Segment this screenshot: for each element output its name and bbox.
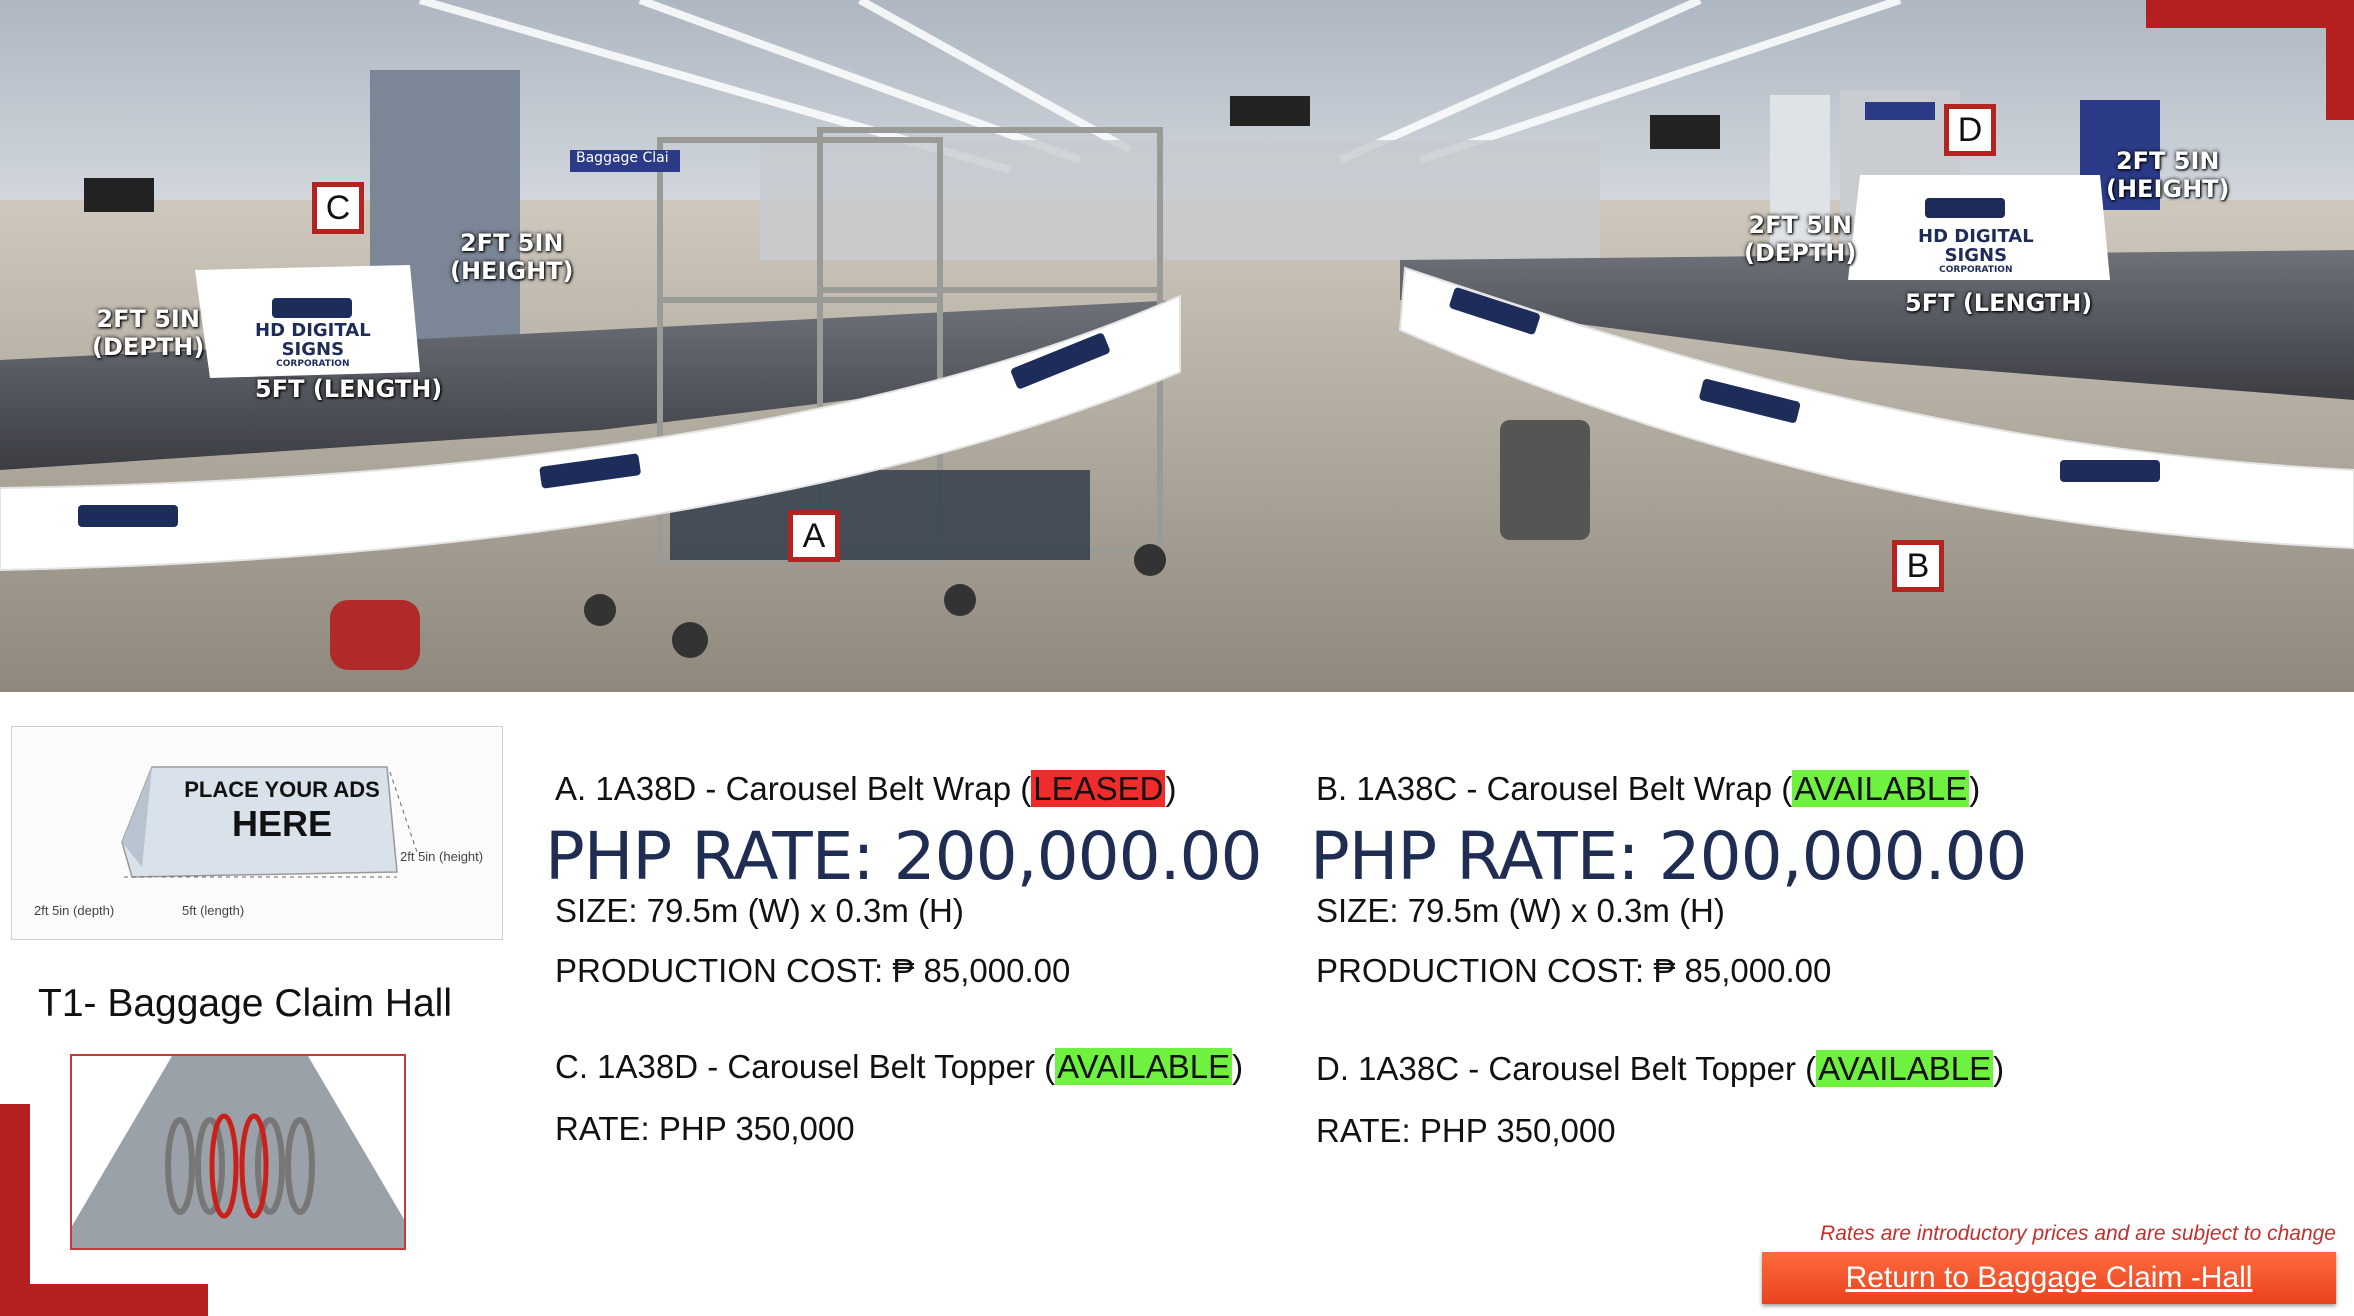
left-depth-label: 2FT 5IN (DEPTH) (92, 305, 205, 361)
topper-diagram-shape (121, 766, 418, 878)
left-height-label: 2FT 5IN (HEIGHT) (450, 229, 574, 285)
baggage-sign: Baggage Clai (576, 150, 669, 166)
hall-map-shape (72, 1056, 404, 1248)
diagram-line1: PLACE YOUR ADS (184, 777, 380, 802)
diagram-length-label: 5ft (length) (182, 903, 245, 918)
diagram-depth-label: 2ft 5in (depth) (34, 903, 115, 918)
corner-accent-bottom (30, 1284, 208, 1316)
hall-map (70, 1054, 406, 1250)
marker-a: A (788, 510, 840, 562)
right-depth-label: 2FT 5IN (DEPTH) (1744, 211, 1857, 267)
item-c-status: AVAILABLE (1055, 1048, 1233, 1085)
return-to-baggage-claim-button[interactable]: Return to Baggage Claim -Hall (1762, 1252, 2336, 1304)
topper-diagram: PLACE YOUR ADS HERE 2ft 5in (height) 2ft… (11, 726, 503, 940)
diagram-height-label: 2ft 5in (height) (400, 849, 484, 864)
item-b-production: PRODUCTION COST: ₱ 85,000.00 (1316, 952, 1832, 989)
item-d-status: AVAILABLE (1816, 1050, 1994, 1087)
item-a-production: PRODUCTION COST: ₱ 85,000.00 (555, 952, 1071, 989)
hero-photo (0, 0, 2354, 692)
topper-brand-right: HD DIGITAL SIGNS CORPORATION (1918, 226, 2034, 275)
corner-accent-right (2326, 0, 2354, 120)
topper-brand-left: HD DIGITAL SIGNS CORPORATION (255, 320, 371, 369)
left-length-label: 5FT (LENGTH) (255, 375, 443, 403)
item-b-status: AVAILABLE (1792, 770, 1970, 807)
corner-accent-top (2146, 0, 2354, 28)
marker-d: D (1944, 104, 1996, 156)
item-d-title: D. 1A38C - Carousel Belt Topper (AVAILAB… (1316, 1050, 2005, 1087)
marker-b: B (1892, 540, 1944, 592)
item-d-rate: RATE: PHP 350,000 (1316, 1112, 1616, 1149)
right-height-label: 2FT 5IN (HEIGHT) (2106, 147, 2230, 203)
marker-c: C (312, 182, 364, 234)
baggage-hall-illustration (0, 0, 2354, 692)
right-length-label: 5FT (LENGTH) (1905, 289, 2093, 317)
item-a-status: LEASED (1031, 770, 1166, 807)
rates-disclaimer: Rates are introductory prices and are su… (1820, 1222, 2336, 1245)
item-a-rate: PHP RATE: 200,000.00 (545, 818, 1263, 895)
corner-accent-left (0, 1104, 30, 1316)
item-c-title: C. 1A38D - Carousel Belt Topper (AVAILAB… (555, 1048, 1244, 1085)
location-title: T1- Baggage Claim Hall (38, 982, 453, 1025)
diagram-line2: HERE (231, 803, 333, 844)
item-b-size: SIZE: 79.5m (W) x 0.3m (H) (1316, 892, 1725, 929)
item-a-size: SIZE: 79.5m (W) x 0.3m (H) (555, 892, 964, 929)
item-b-rate: PHP RATE: 200,000.00 (1310, 818, 2028, 895)
item-b-title: B. 1A38C - Carousel Belt Wrap (AVAILABLE… (1316, 770, 1981, 807)
item-c-rate: RATE: PHP 350,000 (555, 1110, 855, 1147)
item-a-title: A. 1A38D - Carousel Belt Wrap (LEASED) (555, 770, 1177, 807)
